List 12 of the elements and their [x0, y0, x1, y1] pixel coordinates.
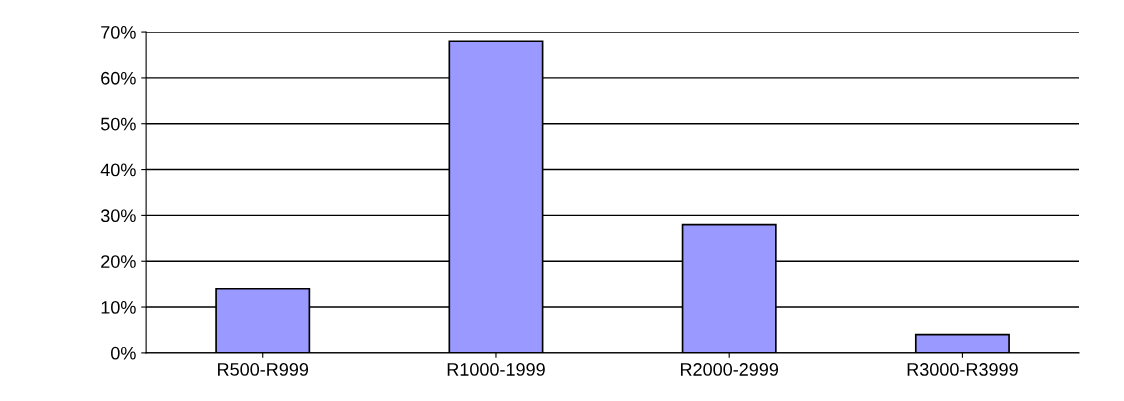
- x-tick-label: R2000-2999: [680, 363, 779, 376]
- y-tick-label: 70%: [101, 26, 136, 39]
- y-tick-label: 0%: [111, 346, 136, 360]
- x-tick-label: R3000-R3999: [907, 363, 1018, 376]
- y-tick-label: 60%: [101, 71, 136, 85]
- x-tick-label: R1000-1999: [447, 363, 545, 376]
- y-tick-label: 30%: [100, 209, 136, 223]
- x-tick-label: R500-R999: [218, 363, 309, 376]
- y-tick-label: 40%: [100, 163, 136, 177]
- y-tick-label: 20%: [101, 255, 136, 268]
- y-tick-label: 10%: [101, 300, 136, 314]
- y-tick-label: 50%: [100, 117, 136, 131]
